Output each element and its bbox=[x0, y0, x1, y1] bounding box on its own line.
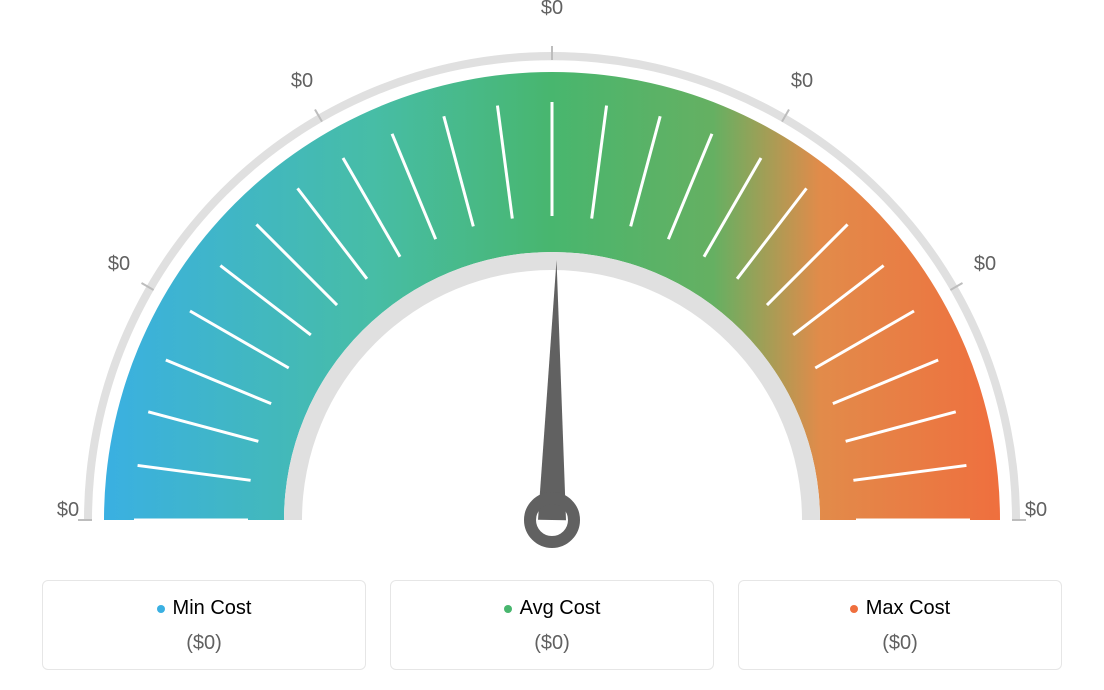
legend-label-max: Max Cost bbox=[850, 597, 950, 620]
legend-text-max: Max Cost bbox=[866, 597, 950, 620]
svg-text:$0: $0 bbox=[57, 499, 79, 521]
svg-text:$0: $0 bbox=[541, 0, 563, 19]
svg-text:$0: $0 bbox=[291, 70, 313, 92]
legend-card-min: Min Cost ($0) bbox=[42, 580, 366, 670]
legend-text-avg: Avg Cost bbox=[520, 597, 601, 620]
legend-text-min: Min Cost bbox=[173, 597, 252, 620]
svg-text:$0: $0 bbox=[108, 253, 130, 275]
legend-dot-max bbox=[850, 605, 858, 613]
legend-dot-avg bbox=[504, 605, 512, 613]
svg-text:$0: $0 bbox=[974, 253, 996, 275]
legend-value-avg: ($0) bbox=[401, 632, 703, 655]
legend-row: Min Cost ($0) Avg Cost ($0) Max Cost ($0… bbox=[42, 580, 1062, 670]
svg-text:$0: $0 bbox=[791, 70, 813, 92]
legend-card-max: Max Cost ($0) bbox=[738, 580, 1062, 670]
legend-card-avg: Avg Cost ($0) bbox=[390, 580, 714, 670]
gauge-chart-container: $0 $0 $0 $0 $0 $0 $0 Min Cost ($0) Avg Cost ($… bbox=[0, 0, 1104, 690]
svg-text:$0: $0 bbox=[1025, 499, 1047, 521]
legend-value-max: ($0) bbox=[749, 632, 1051, 655]
gauge: $0 $0 $0 $0 $0 $0 $0 bbox=[0, 0, 1104, 560]
legend-value-min: ($0) bbox=[53, 632, 355, 655]
legend-label-avg: Avg Cost bbox=[504, 597, 601, 620]
gauge-svg: $0 $0 $0 $0 $0 $0 $0 bbox=[0, 0, 1104, 560]
legend-dot-min bbox=[157, 605, 165, 613]
legend-label-min: Min Cost bbox=[157, 597, 252, 620]
